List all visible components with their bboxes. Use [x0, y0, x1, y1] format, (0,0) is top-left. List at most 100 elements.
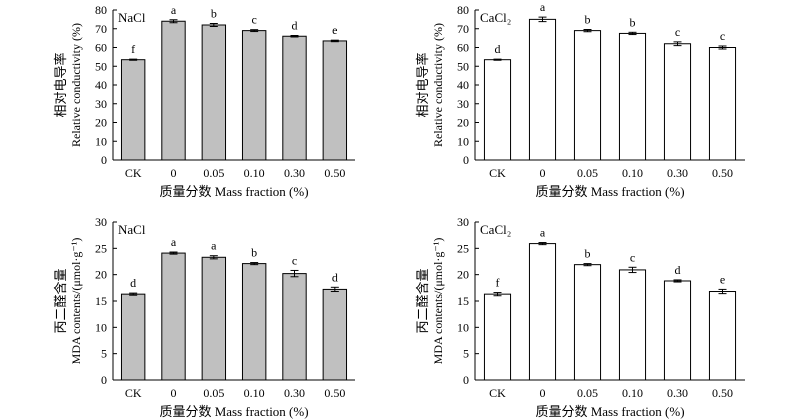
x-tick-label: 0.50 — [712, 386, 733, 400]
bar — [663, 43, 692, 161]
bar — [201, 24, 227, 161]
x-tick-label: 0.50 — [324, 386, 345, 400]
x-tick-label: 0.05 — [203, 166, 224, 180]
x-tick-label: 0 — [540, 166, 546, 180]
significance-letter: e — [720, 272, 725, 286]
bar — [573, 30, 602, 161]
bar — [161, 20, 186, 161]
x-tick-label: 0.50 — [712, 166, 733, 180]
bar — [573, 264, 602, 381]
significance-letter: c — [252, 13, 257, 27]
significance-letter: c — [630, 250, 635, 264]
significance-letter: a — [540, 226, 546, 240]
x-tick-label: 0.30 — [667, 386, 688, 400]
y-axis-title-chinese: 相对电导率 — [53, 52, 68, 117]
y-tick-label: 40 — [95, 78, 107, 92]
significance-letter: b — [211, 7, 217, 21]
bar — [322, 40, 348, 161]
y-tick-label: 25 — [457, 241, 469, 255]
y-tick-label: 15 — [457, 294, 469, 308]
bar — [528, 243, 557, 381]
y-axis-title: Relative conductivity (%) — [431, 23, 445, 147]
chart-panel-2: 0 10 20 30 40 50 60 70 80 d CK a 0 b 0.05 b 0.10 c 0.30 c 0.… — [415, 0, 745, 199]
y-tick-label: 25 — [95, 241, 107, 255]
x-axis-title: 质量分数 Mass fraction (%) — [159, 404, 308, 419]
y-tick-label: 0 — [101, 153, 107, 167]
bar — [618, 269, 647, 381]
y-tick-label: 50 — [457, 59, 469, 73]
significance-letter: b — [630, 15, 636, 29]
x-tick-label: 0.10 — [244, 386, 265, 400]
panel-label: NaCl — [118, 222, 146, 237]
x-tick-label: CK — [489, 386, 506, 400]
y-axis-title: MDA contents/(μmol·g⁻¹) — [69, 238, 83, 365]
x-tick-label: CK — [125, 386, 142, 400]
x-tick-label: 0.30 — [284, 386, 305, 400]
bar — [282, 35, 307, 161]
y-tick-label: 15 — [95, 294, 107, 308]
y-tick-label: 30 — [457, 97, 469, 111]
x-tick-label: 0.50 — [324, 166, 345, 180]
bar — [528, 18, 557, 161]
x-tick-label: 0.10 — [622, 386, 643, 400]
x-tick-label: 0.10 — [622, 166, 643, 180]
panel-label: CaCl₂ — [480, 10, 511, 25]
x-tick-label: 0.30 — [667, 166, 688, 180]
x-axis-title: 质量分数 Mass fraction (%) — [535, 404, 684, 419]
y-tick-label: 20 — [457, 268, 469, 282]
significance-letter: d — [130, 276, 136, 290]
bar — [161, 252, 186, 381]
x-axis-title: 质量分数 Mass fraction (%) — [535, 184, 684, 199]
bar — [663, 280, 692, 381]
significance-letter: f — [131, 42, 135, 56]
y-tick-label: 0 — [463, 153, 469, 167]
y-tick-label: 30 — [95, 97, 107, 111]
x-tick-label: 0 — [171, 386, 177, 400]
y-tick-label: 50 — [95, 59, 107, 73]
bar — [282, 273, 307, 381]
x-tick-label: CK — [125, 166, 142, 180]
y-tick-label: 80 — [457, 3, 469, 17]
y-axis-title: MDA contents/(μmol·g⁻¹) — [431, 238, 445, 365]
x-tick-label: 0.05 — [577, 386, 598, 400]
chart-panel-1: 0 10 20 30 40 50 60 70 80 f CK a 0 b 0.05 c 0.10 d 0.30 e 0.… — [53, 3, 355, 199]
x-axis-title: 质量分数 Mass fraction (%) — [159, 184, 308, 199]
x-tick-label: 0.30 — [284, 166, 305, 180]
y-tick-label: 10 — [457, 134, 469, 148]
bar — [120, 59, 146, 161]
significance-letter: d — [332, 270, 338, 284]
y-tick-label: 60 — [95, 41, 107, 55]
y-tick-label: 10 — [457, 320, 469, 334]
y-axis-title-chinese: 丙二醛含量 — [53, 268, 68, 333]
y-tick-label: 70 — [457, 22, 469, 36]
significance-letter: a — [211, 239, 217, 253]
y-tick-label: 5 — [463, 347, 469, 361]
y-tick-label: 30 — [457, 215, 469, 229]
y-axis-title-chinese: 相对电导率 — [415, 52, 430, 117]
bar — [322, 288, 348, 381]
bar — [241, 263, 267, 381]
y-tick-label: 0 — [101, 373, 107, 387]
x-tick-label: CK — [489, 166, 506, 180]
bar — [201, 256, 227, 381]
y-tick-label: 20 — [95, 268, 107, 282]
significance-letter: e — [332, 23, 337, 37]
bar — [241, 30, 267, 161]
bar — [120, 293, 146, 381]
panel-label: NaCl — [118, 10, 146, 25]
significance-letter: a — [540, 0, 546, 14]
significance-letter: b — [251, 246, 257, 260]
y-axis-title: Relative conductivity (%) — [69, 23, 83, 147]
bar — [483, 59, 512, 161]
bar — [708, 291, 737, 381]
chart-panel-3: 0 5 10 15 20 25 30 d CK a 0 a 0.05 b 0.10 c 0.30 d 0.50 NaC… — [53, 215, 355, 419]
y-tick-label: 20 — [95, 116, 107, 130]
y-tick-label: 30 — [95, 215, 107, 229]
y-tick-label: 70 — [95, 22, 107, 36]
significance-letter: d — [292, 19, 298, 33]
panel-label: CaCl₂ — [480, 222, 511, 237]
y-tick-label: 80 — [95, 3, 107, 17]
significance-letter: b — [585, 247, 591, 261]
y-tick-label: 20 — [457, 116, 469, 130]
significance-letter: c — [720, 29, 725, 43]
